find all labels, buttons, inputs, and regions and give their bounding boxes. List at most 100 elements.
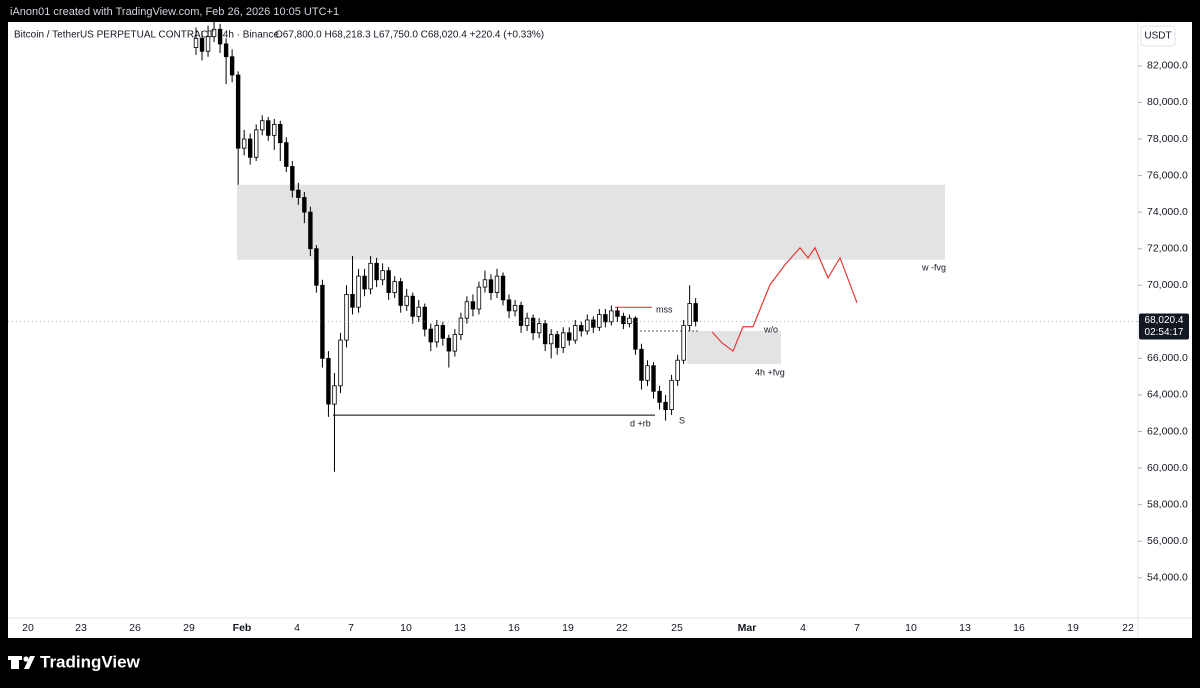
candle-body (211, 28, 217, 38)
candle-body (344, 294, 349, 341)
candle-body (518, 304, 524, 326)
candle-body (440, 325, 446, 339)
candle-body (253, 129, 259, 158)
candle-body (205, 36, 211, 52)
candle-body (494, 275, 500, 293)
x-tick-label: 13 (959, 622, 971, 634)
candle-body (488, 279, 494, 293)
candle-body (326, 357, 331, 405)
plot-area (193, 22, 945, 472)
candle-body (278, 123, 283, 144)
last-price-label: 68,020.4 (1145, 315, 1184, 326)
x-tick-label: 16 (508, 622, 520, 634)
candle-body (290, 166, 295, 191)
x-tick-label: 10 (905, 622, 917, 634)
candle-body (338, 339, 343, 387)
currency: USDT (1144, 31, 1171, 42)
logo-mark (8, 656, 22, 660)
currency-box (1140, 25, 1176, 47)
fvg-zone (237, 184, 945, 260)
candle-body (657, 390, 662, 403)
candle-body (266, 120, 271, 136)
logo-mark (24, 656, 35, 669)
candle-body (536, 323, 542, 334)
y-tick-label: 78,000.0 (1147, 133, 1188, 145)
zone-label: w -fvg (921, 262, 946, 272)
candle-body (548, 334, 554, 345)
candle-body (561, 332, 566, 348)
candle-body (645, 365, 650, 381)
candle-body (241, 138, 247, 149)
candle-body (320, 284, 325, 359)
candle-body (591, 319, 596, 328)
credit: iAnon01 created with TradingView.com, Fe… (10, 6, 339, 18)
candle-body (362, 275, 367, 290)
level-label: mss (656, 304, 673, 314)
x-tick-label: 4 (294, 622, 300, 634)
logo (8, 656, 35, 669)
x-tick-label: 16 (1013, 622, 1025, 634)
logo-mark (11, 656, 19, 669)
candle-body (235, 74, 241, 149)
candle-body (332, 385, 337, 405)
last-price-badge (1139, 313, 1189, 340)
candle-body (260, 120, 265, 131)
y-tick-label: 80,000.0 (1147, 96, 1188, 108)
x-tick-label: 29 (183, 622, 195, 634)
candle-body (524, 317, 530, 326)
candle-body (314, 248, 319, 286)
candle-body (296, 189, 301, 198)
candle-body (386, 270, 391, 293)
candle-body (350, 294, 355, 308)
candle-body (579, 325, 584, 332)
y-tick-label: 76,000.0 (1147, 169, 1188, 181)
x-tick-label: 4 (800, 622, 806, 634)
symbol: Bitcoin / TetherUS PERPETUAL CONTRACT · … (14, 30, 279, 41)
countdown: 02:54:17 (1145, 327, 1184, 338)
candle-body (223, 43, 229, 58)
candle-body (434, 325, 439, 343)
candle-body (368, 262, 373, 290)
candle-body (470, 301, 476, 310)
candle-body (229, 56, 235, 76)
y-tick-label: 58,000.0 (1147, 498, 1188, 510)
candle-body (615, 310, 620, 317)
x-tick-label: 22 (1122, 622, 1134, 634)
y-tick-label: 70,000.0 (1147, 279, 1188, 291)
candle-body (555, 334, 560, 348)
candle-body (567, 332, 572, 341)
x-tick-label: 26 (129, 622, 141, 634)
y-tick-label: 74,000.0 (1147, 206, 1188, 218)
x-tick-label: 25 (671, 622, 683, 634)
candle-body (681, 325, 686, 361)
candle-body (374, 262, 379, 281)
y-tick-label: 60,000.0 (1147, 462, 1188, 474)
x-tick-label: 7 (854, 622, 860, 634)
candle-body (410, 295, 415, 317)
candle-body (627, 317, 632, 325)
zone-label: 4h +fvg (755, 367, 785, 377)
candle-body (284, 142, 289, 167)
candle-body (609, 310, 614, 323)
logo-mark (23, 656, 29, 662)
y-tick-label: 66,000.0 (1147, 352, 1188, 364)
projection-path (711, 246, 858, 353)
candle-body (464, 301, 470, 319)
candle-body (458, 317, 464, 336)
candle-body (603, 314, 608, 323)
x-tick-label: Mar (738, 622, 757, 634)
y-tick-label: 54,000.0 (1147, 572, 1188, 584)
y-tick-label: 62,000.0 (1147, 425, 1188, 437)
ohlc-legend: O67,800.0 H68,218.3 L67,750.0 C68,020.4 … (275, 30, 544, 41)
candle-body (542, 323, 548, 345)
candle-body (675, 359, 680, 381)
brand: TradingView (40, 652, 141, 671)
x-tick-label: 22 (616, 622, 628, 634)
chart-panel (8, 22, 1192, 638)
candle-body (247, 138, 253, 158)
candle-body (530, 317, 536, 334)
x-tick-label: 19 (562, 622, 574, 634)
y-tick-label: 82,000.0 (1147, 60, 1188, 72)
candle-body (687, 303, 692, 326)
